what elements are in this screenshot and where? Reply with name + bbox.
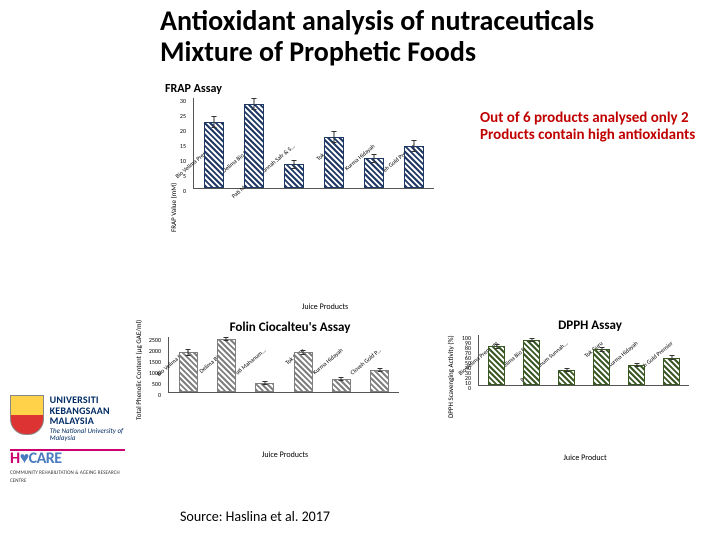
heading-line-2: Mixture of Prophetic Foods: [160, 34, 476, 69]
slide-root: H-CARE Antioxidant analysis of nutraceut…: [0, 0, 720, 540]
source-citation: Source: Haslina et al. 2017: [180, 508, 330, 525]
bar: [488, 346, 506, 385]
error-bar: [254, 98, 255, 110]
chart-folin: Folin Ciocalteu's Assay Total Phenolic C…: [130, 320, 420, 393]
y-tick: 2000: [149, 348, 161, 354]
bar: [370, 370, 389, 392]
chart-folin-plot: 05001000150020002500 Bio Velima Pre...De…: [168, 337, 399, 393]
bar: [332, 379, 351, 392]
bar-fill: [488, 346, 506, 385]
y-tick: 15: [180, 143, 186, 149]
bar-fill: [364, 158, 384, 188]
bar: [255, 383, 274, 392]
chart-dpph-plot: 0102030405060708090100 Bio Velima Premiu…: [478, 335, 689, 386]
y-tick: 100: [462, 335, 471, 341]
bar: [523, 340, 541, 385]
chart-folin-ylabel: Total Phenolic Content (µg GAE/ml): [134, 320, 143, 420]
error-bar: [303, 350, 304, 355]
bar: [364, 158, 384, 188]
callout-text: Out of 6 products analysed only 2 Produc…: [480, 110, 710, 145]
bar-fill: [593, 349, 611, 385]
hcare-word-a: H: [10, 449, 20, 468]
bar: [179, 352, 198, 392]
bar: [294, 352, 313, 392]
bar-fill: [523, 340, 541, 385]
x-tick: Kurma Hidayah: [311, 347, 343, 375]
bar-fill: [628, 365, 646, 385]
error-bar: [636, 363, 637, 367]
bar-fill: [332, 379, 351, 392]
bar: [558, 370, 576, 385]
bar-fill: [204, 122, 224, 188]
bar: [217, 339, 236, 392]
chart-dpph-xlabel: Juice Product: [480, 453, 690, 463]
chart-frap-title: FRAP Assay: [165, 82, 455, 96]
chart-dpph-xticks: Bio Velima PremiumDelima Bio EmasPati Ma…: [479, 334, 689, 389]
ukm-crest-icon: [10, 395, 44, 435]
bar-fill: [324, 137, 344, 188]
chart-frap-ylabel: FRAP Value (mM): [169, 183, 178, 232]
chart-folin-title: Folin Ciocalteu's Assay: [160, 320, 420, 335]
y-tick: 0: [183, 188, 186, 194]
error-bar: [264, 381, 265, 385]
y-tick: 500: [152, 381, 161, 387]
ukm-wordmark: UNIVERSITI KEBANGSAAN MALAYSIA The Natio…: [50, 395, 130, 441]
bar: [324, 137, 344, 188]
y-tick: 2500: [149, 337, 161, 343]
error-bar: [294, 160, 295, 169]
hcare-word-b: CARE: [29, 449, 62, 468]
bar-fill: [558, 370, 576, 385]
error-bar: [334, 131, 335, 143]
chart-frap-plot: 051015202530 Bio Velima PremiumDelima Bi…: [193, 98, 434, 189]
error-bar: [566, 368, 567, 372]
x-tick: Pati Mahanum...: [232, 347, 267, 377]
chart-dpph-ylabel: DPPH Scavenging Activity (%): [446, 335, 455, 418]
hcare-logo: H♥CARE COMMUNITY REHABILITATION & AGEING…: [10, 449, 125, 481]
chart-frap: FRAP Assay FRAP Value (mM) 051015202530 …: [165, 82, 455, 189]
error-bar: [414, 140, 415, 152]
error-bar: [188, 349, 189, 356]
bar-fill: [663, 358, 681, 386]
bar: [204, 122, 224, 188]
bar-fill: [370, 370, 389, 392]
y-tick: 20: [180, 128, 186, 134]
chart-dpph-title: DPPH Assay: [470, 318, 710, 333]
chart-frap-xticks: Bio Velima PremiumDelima Bio EmasPati Ma…: [194, 137, 434, 192]
error-bar: [601, 347, 602, 352]
bar-fill: [294, 352, 313, 392]
chart-frap-xlabel: Juice Products: [205, 302, 445, 312]
bar: [628, 365, 646, 385]
y-tick: 30: [180, 98, 186, 104]
chart-folin-xticks: Bio Velima Pre...Delima Bio E...Pati Mah…: [169, 341, 399, 396]
ukm-sub: The National University of Malaysia: [50, 426, 124, 442]
chart-dpph: DPPH Assay DPPH Scavenging Activity (%) …: [440, 318, 710, 386]
y-tick: 25: [180, 113, 186, 119]
bar-fill: [404, 146, 424, 188]
error-bar: [496, 344, 497, 349]
heart-icon: ♥: [20, 449, 29, 468]
heading-block: Antioxidant analysis of nutraceuticals M…: [160, 6, 710, 68]
bar: [663, 358, 681, 386]
error-bar: [379, 368, 380, 372]
hcare-sub: COMMUNITY REHABILITATION & AGEING RESEAR…: [10, 470, 120, 484]
bar-fill: [217, 339, 236, 392]
error-bar: [374, 154, 375, 163]
bar: [404, 146, 424, 188]
y-tick: 1500: [149, 359, 161, 365]
error-bar: [214, 116, 215, 128]
logo-block: UNIVERSITI KEBANGSAAN MALAYSIA The Natio…: [10, 395, 130, 481]
heading-line-1: Antioxidant analysis of nutraceuticals: [160, 3, 594, 38]
bar: [284, 164, 304, 188]
bar: [244, 104, 264, 188]
chart-folin-xlabel: Juice Products: [170, 450, 400, 460]
error-bar: [531, 338, 532, 342]
bar-fill: [244, 104, 264, 188]
bar-fill: [179, 352, 198, 392]
bar: [593, 349, 611, 385]
error-bar: [671, 355, 672, 360]
error-bar: [341, 377, 342, 381]
y-tick: 0: [158, 392, 161, 398]
error-bar: [226, 337, 227, 341]
